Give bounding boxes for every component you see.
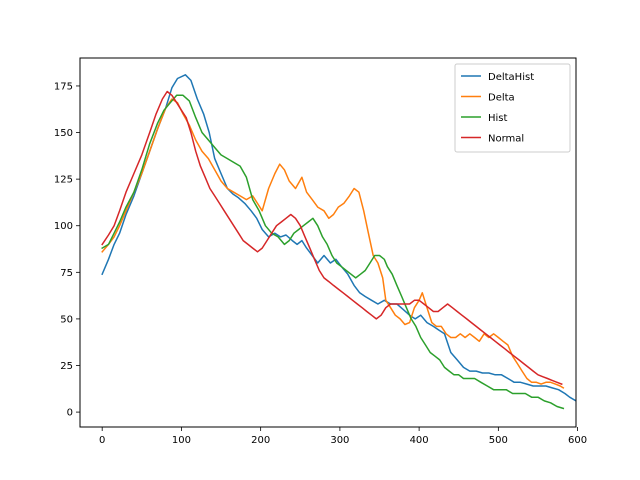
- y-tick-label: 150: [54, 128, 73, 139]
- x-tick-label: 600: [568, 435, 587, 446]
- legend-label-hist: Hist: [488, 113, 508, 124]
- x-tick-label: 0: [99, 435, 105, 446]
- series-line-hist: [101, 94, 565, 410]
- legend-label-delta: Delta: [488, 93, 515, 104]
- y-tick-label: 25: [60, 361, 73, 372]
- y-tick-label: 100: [54, 221, 73, 232]
- legend-box: [454, 63, 571, 153]
- axes-frame: [79, 57, 577, 428]
- y-axis-ticks: 0 25 50 75 100 125 150 175: [54, 81, 80, 419]
- y-tick-label: 0: [67, 408, 73, 419]
- legend-label-normal: Normal: [488, 134, 524, 145]
- y-tick-label: 50: [60, 314, 73, 325]
- y-tick-label: 175: [54, 81, 73, 92]
- legend-label-deltahist: DeltaHist: [488, 72, 534, 83]
- x-tick-label: 100: [172, 435, 191, 446]
- series-line-delta: [101, 98, 565, 389]
- x-tick-label: 400: [410, 435, 429, 446]
- x-tick-label: 300: [330, 435, 349, 446]
- series-line-deltahist: [101, 74, 576, 402]
- x-axis-ticks: 0 100 200 300 400 500 600: [99, 427, 587, 446]
- y-tick-label: 125: [54, 175, 73, 186]
- series-line-normal: [101, 90, 563, 386]
- x-tick-label: 500: [489, 435, 508, 446]
- y-tick-label: 75: [60, 268, 73, 279]
- series-layer: [101, 74, 576, 410]
- x-tick-label: 200: [251, 435, 270, 446]
